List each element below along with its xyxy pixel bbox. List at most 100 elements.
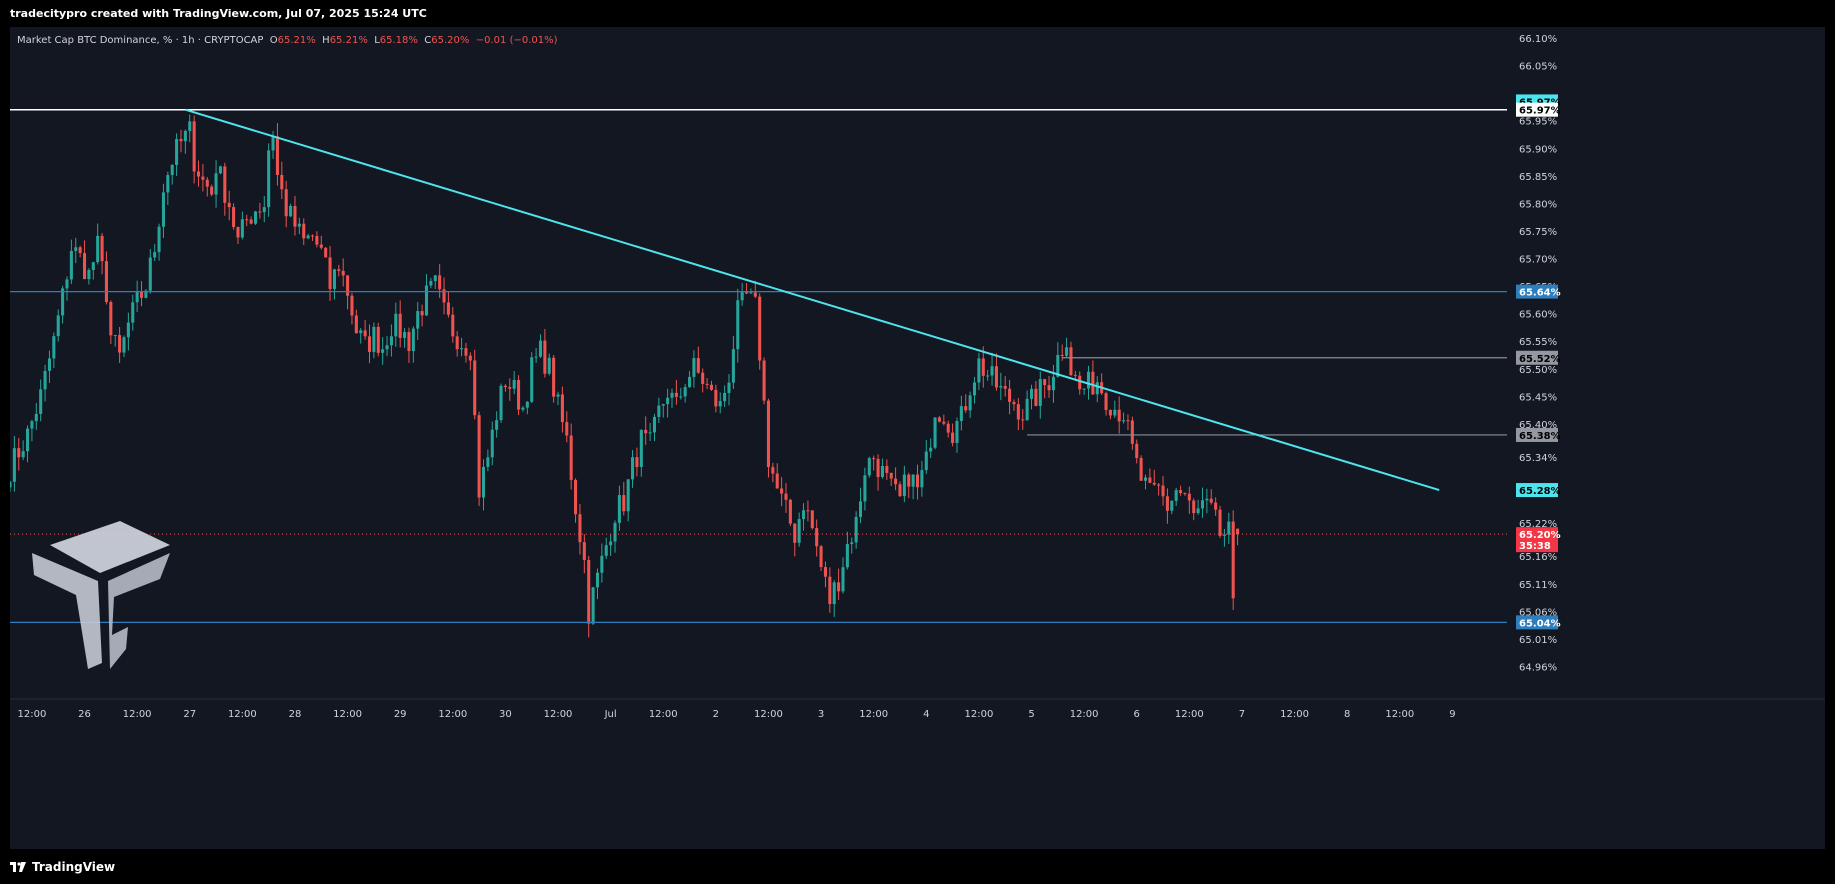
candle-body[interactable] (416, 311, 420, 329)
candle-body[interactable] (766, 400, 770, 468)
candle-body[interactable] (473, 360, 477, 416)
candle-body[interactable] (1187, 493, 1191, 501)
candle-body[interactable] (745, 291, 749, 294)
candle-body[interactable] (372, 326, 376, 352)
candle-body[interactable] (486, 457, 490, 467)
candle-body[interactable] (113, 335, 117, 337)
candle-body[interactable] (591, 587, 595, 624)
candle-body[interactable] (1236, 528, 1240, 535)
candle-body[interactable] (359, 330, 363, 334)
candle-body[interactable] (135, 291, 139, 303)
candle-body[interactable] (258, 211, 262, 213)
candle-body[interactable] (885, 465, 889, 473)
candle-body[interactable] (39, 389, 43, 414)
candle-body[interactable] (10, 481, 12, 488)
candle-body[interactable] (753, 292, 757, 297)
candle-body[interactable] (1196, 508, 1200, 514)
candle-body[interactable] (1183, 492, 1187, 494)
candle-body[interactable] (1126, 420, 1130, 422)
candle-body[interactable] (275, 136, 279, 175)
candle-body[interactable] (91, 262, 95, 270)
candle-body[interactable] (920, 470, 924, 488)
candle-body[interactable] (346, 275, 350, 296)
candle-body[interactable] (367, 336, 372, 352)
candle-body[interactable] (100, 235, 104, 262)
candle-body[interactable] (639, 429, 643, 467)
candle-body[interactable] (161, 192, 165, 227)
candle-body[interactable] (446, 302, 450, 315)
candle-body[interactable] (560, 394, 564, 423)
candle-body[interactable] (481, 466, 486, 498)
candle-body[interactable] (565, 422, 569, 436)
candle-body[interactable] (972, 382, 977, 396)
candle-body[interactable] (644, 429, 648, 434)
candle-body[interactable] (749, 292, 753, 294)
candle-body[interactable] (955, 421, 959, 443)
candle-body[interactable] (1143, 477, 1148, 481)
candle-body[interactable] (530, 357, 534, 402)
candle-body[interactable] (354, 315, 358, 334)
candle-body[interactable] (946, 423, 950, 433)
candle-body[interactable] (240, 219, 244, 238)
candle-body[interactable] (249, 219, 253, 224)
candle-body[interactable] (477, 415, 481, 498)
candle-body[interactable] (986, 375, 990, 377)
candle-body[interactable] (867, 458, 871, 476)
candle-body[interactable] (994, 366, 998, 388)
candle-body[interactable] (547, 357, 551, 374)
candle-body[interactable] (999, 386, 1003, 388)
candle-body[interactable] (34, 413, 38, 422)
candle-body[interactable] (1021, 419, 1025, 421)
candle-body[interactable] (271, 136, 275, 151)
candle-body[interactable] (341, 270, 345, 276)
candle-body[interactable] (911, 474, 915, 487)
candle-body[interactable] (144, 290, 148, 298)
candle-body[interactable] (784, 493, 788, 500)
candle-body[interactable] (332, 269, 336, 289)
candle-body[interactable] (929, 447, 933, 452)
candle-body[interactable] (907, 474, 911, 487)
candle-body[interactable] (880, 465, 884, 477)
candle-body[interactable] (736, 300, 740, 350)
candle-body[interactable] (253, 211, 258, 224)
candle-body[interactable] (990, 366, 994, 376)
candle-body[interactable] (797, 519, 801, 543)
candle-body[interactable] (1108, 410, 1112, 416)
candle-body[interactable] (981, 358, 985, 376)
candle-body[interactable] (30, 421, 34, 429)
chart-panel[interactable]: Market Cap BTC Dominance, % · 1h · CRYPT… (10, 27, 1825, 849)
candle-body[interactable] (490, 429, 494, 458)
candle-body[interactable] (1012, 401, 1016, 405)
candle-body[interactable] (503, 385, 507, 388)
candle-body[interactable] (1161, 485, 1165, 497)
candle-body[interactable] (1117, 409, 1121, 422)
candle-body[interactable] (464, 348, 468, 356)
candle-body[interactable] (635, 457, 639, 467)
candle-body[interactable] (1060, 354, 1064, 356)
candle-body[interactable] (648, 432, 652, 434)
candle-body[interactable] (218, 166, 222, 174)
candle-body[interactable] (82, 253, 87, 280)
candle-body[interactable] (109, 302, 113, 336)
candle-body[interactable] (858, 501, 863, 517)
candle-body[interactable] (609, 541, 613, 546)
candle-body[interactable] (96, 235, 100, 263)
candle-body[interactable] (1135, 443, 1139, 458)
candle-body[interactable] (407, 332, 411, 352)
candle-body[interactable] (468, 355, 472, 361)
candle-body[interactable] (183, 130, 187, 142)
candle-body[interactable] (832, 582, 836, 605)
candle-body[interactable] (837, 582, 841, 592)
candle-body[interactable] (854, 516, 858, 543)
candlestick-chart[interactable]: Market Cap BTC Dominance, % · 1h · CRYPT… (10, 27, 1825, 849)
candle-body[interactable] (148, 257, 152, 291)
candle-body[interactable] (188, 121, 192, 131)
candle-body[interactable] (438, 275, 442, 290)
candle-body[interactable] (898, 484, 902, 497)
candle-body[interactable] (210, 186, 214, 195)
candle-body[interactable] (201, 176, 205, 180)
candle-body[interactable] (670, 392, 674, 398)
candle-body[interactable] (398, 313, 402, 338)
candle-body[interactable] (613, 522, 617, 542)
candle-body[interactable] (543, 340, 547, 374)
